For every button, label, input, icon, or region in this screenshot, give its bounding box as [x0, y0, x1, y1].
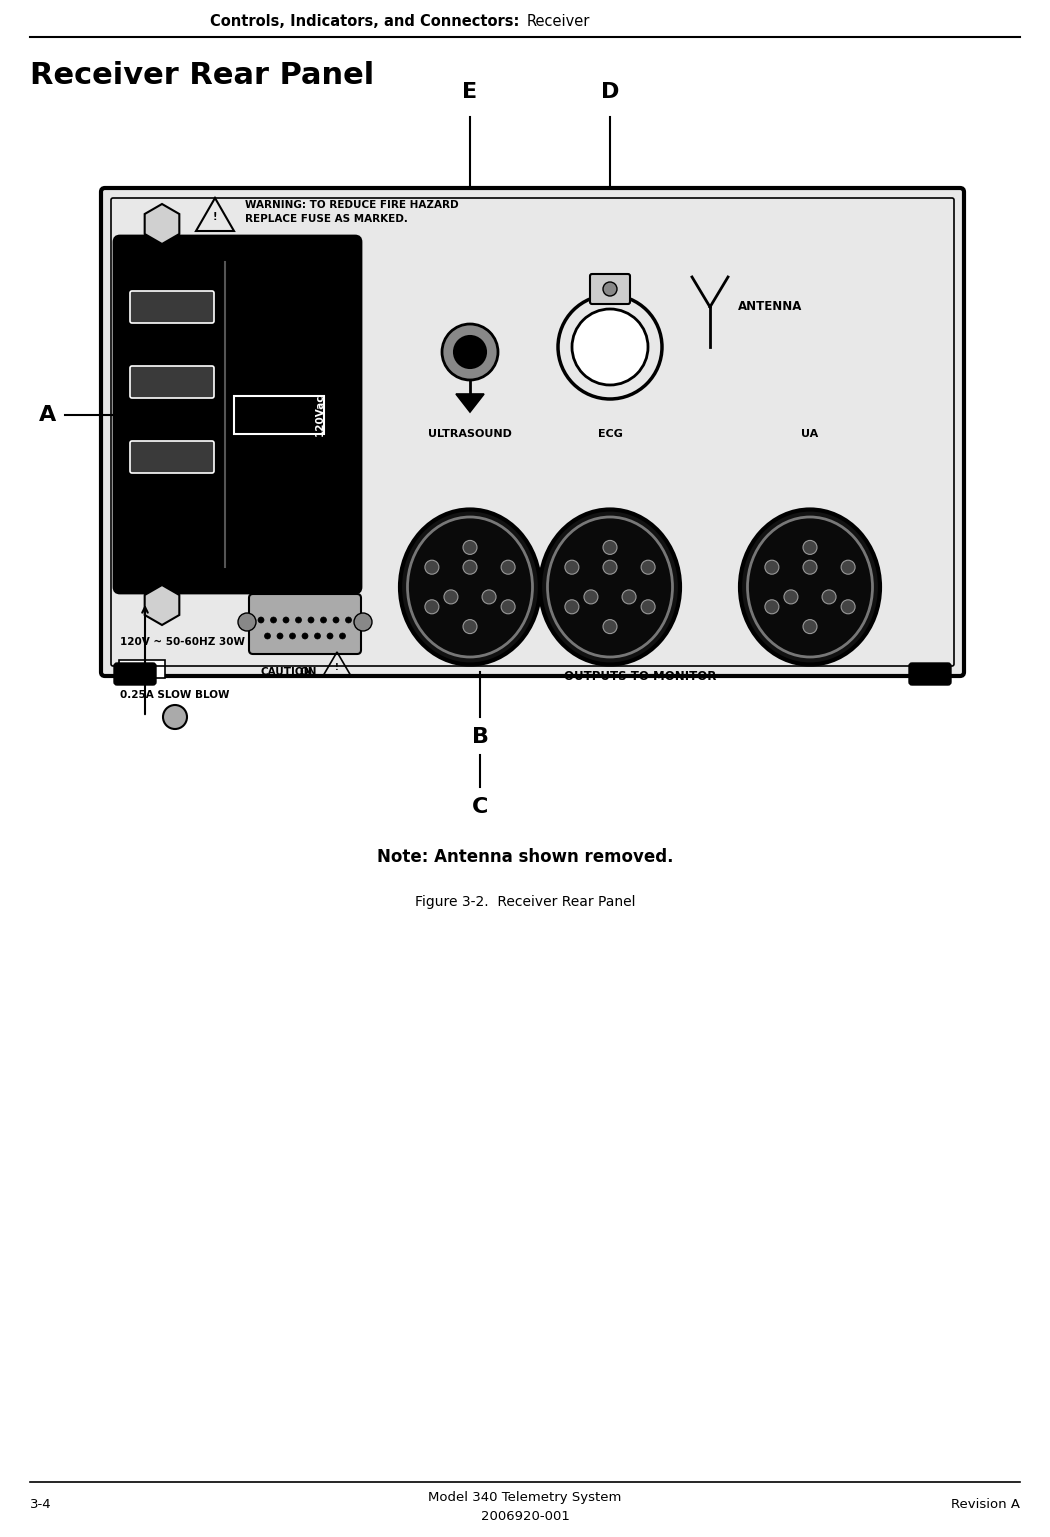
Circle shape: [501, 599, 516, 613]
Text: Model 340 Telemetry System: Model 340 Telemetry System: [428, 1491, 622, 1503]
Text: CAUTION: CAUTION: [260, 667, 313, 676]
FancyBboxPatch shape: [101, 188, 964, 676]
Circle shape: [442, 324, 498, 380]
Circle shape: [258, 616, 264, 622]
FancyBboxPatch shape: [249, 593, 361, 655]
Circle shape: [642, 599, 655, 613]
Circle shape: [425, 599, 439, 613]
Circle shape: [277, 633, 284, 639]
Circle shape: [841, 599, 855, 613]
Text: B: B: [471, 727, 488, 747]
Ellipse shape: [748, 516, 873, 656]
Text: WARNING: TO REDUCE FIRE HAZARD
REPLACE FUSE AS MARKED.: WARNING: TO REDUCE FIRE HAZARD REPLACE F…: [245, 200, 459, 223]
FancyBboxPatch shape: [234, 397, 324, 433]
Text: Revision A: Revision A: [951, 1499, 1020, 1511]
Circle shape: [265, 633, 271, 639]
Circle shape: [822, 590, 836, 604]
Circle shape: [444, 590, 458, 604]
Polygon shape: [145, 586, 180, 626]
FancyBboxPatch shape: [130, 441, 214, 473]
Circle shape: [584, 590, 597, 604]
Circle shape: [803, 559, 817, 575]
Text: 3-4: 3-4: [30, 1499, 51, 1511]
Circle shape: [295, 616, 301, 622]
Text: !: !: [213, 212, 217, 221]
Text: !: !: [335, 662, 339, 672]
Circle shape: [784, 590, 798, 604]
Circle shape: [345, 616, 352, 622]
Circle shape: [603, 281, 617, 297]
Circle shape: [333, 616, 339, 622]
Circle shape: [803, 619, 817, 633]
Text: A: A: [40, 406, 57, 426]
Text: E: E: [462, 81, 478, 101]
FancyBboxPatch shape: [114, 237, 361, 593]
Text: OUTPUTS TO MONITOR: OUTPUTS TO MONITOR: [564, 670, 716, 684]
Circle shape: [565, 559, 579, 575]
Text: Receiver: Receiver: [527, 14, 590, 29]
Text: C: C: [471, 798, 488, 818]
FancyBboxPatch shape: [114, 662, 156, 686]
Ellipse shape: [740, 509, 880, 664]
Circle shape: [463, 559, 477, 575]
FancyBboxPatch shape: [909, 662, 951, 686]
Text: 120V ~ 50-60HZ 30W: 120V ~ 50-60HZ 30W: [120, 636, 245, 647]
Circle shape: [339, 633, 345, 639]
Circle shape: [320, 616, 327, 622]
Circle shape: [572, 309, 648, 384]
FancyBboxPatch shape: [130, 366, 214, 398]
Text: ON: ON: [300, 667, 317, 676]
Polygon shape: [145, 204, 180, 244]
Text: UA: UA: [801, 429, 819, 440]
Polygon shape: [456, 393, 484, 412]
Text: Controls, Indicators, and Connectors:: Controls, Indicators, and Connectors:: [210, 14, 525, 29]
Text: ECG: ECG: [597, 429, 623, 440]
Circle shape: [603, 559, 617, 575]
Text: Receiver Rear Panel: Receiver Rear Panel: [30, 60, 374, 89]
Text: CONNECT TO
COROMETRICS
MONITORS ONLY: CONNECT TO COROMETRICS MONITORS ONLY: [268, 556, 342, 589]
Text: Figure 3-2.  Receiver Rear Panel: Figure 3-2. Receiver Rear Panel: [415, 895, 635, 908]
Circle shape: [315, 633, 320, 639]
FancyBboxPatch shape: [119, 659, 165, 678]
Circle shape: [603, 541, 617, 555]
FancyBboxPatch shape: [130, 290, 214, 323]
Circle shape: [425, 559, 439, 575]
Circle shape: [764, 599, 779, 613]
Circle shape: [308, 616, 314, 622]
Circle shape: [501, 559, 516, 575]
Text: 0.25A SLOW BLOW: 0.25A SLOW BLOW: [120, 690, 230, 699]
Text: ULTRASOUND: ULTRASOUND: [428, 429, 512, 440]
Circle shape: [622, 590, 636, 604]
Circle shape: [841, 559, 855, 575]
Text: ANTENNA: ANTENNA: [738, 301, 802, 314]
Text: D: D: [601, 81, 619, 101]
Circle shape: [271, 616, 276, 622]
Text: Note: Antenna shown removed.: Note: Antenna shown removed.: [377, 848, 673, 865]
Circle shape: [302, 633, 308, 639]
Circle shape: [803, 541, 817, 555]
Ellipse shape: [400, 509, 540, 664]
Circle shape: [603, 619, 617, 633]
Circle shape: [163, 705, 187, 729]
Circle shape: [642, 559, 655, 575]
Circle shape: [463, 619, 477, 633]
Ellipse shape: [407, 516, 532, 656]
Circle shape: [565, 599, 579, 613]
Text: 120Vac: 120Vac: [315, 393, 326, 437]
Circle shape: [482, 590, 496, 604]
Text: 2006920-001: 2006920-001: [481, 1511, 569, 1523]
Circle shape: [454, 337, 486, 367]
Circle shape: [290, 633, 295, 639]
FancyBboxPatch shape: [590, 274, 630, 304]
Circle shape: [284, 616, 289, 622]
Circle shape: [354, 613, 372, 632]
Circle shape: [764, 559, 779, 575]
Circle shape: [463, 541, 477, 555]
Ellipse shape: [540, 509, 680, 664]
Ellipse shape: [547, 516, 672, 656]
Circle shape: [238, 613, 256, 632]
Circle shape: [327, 633, 333, 639]
